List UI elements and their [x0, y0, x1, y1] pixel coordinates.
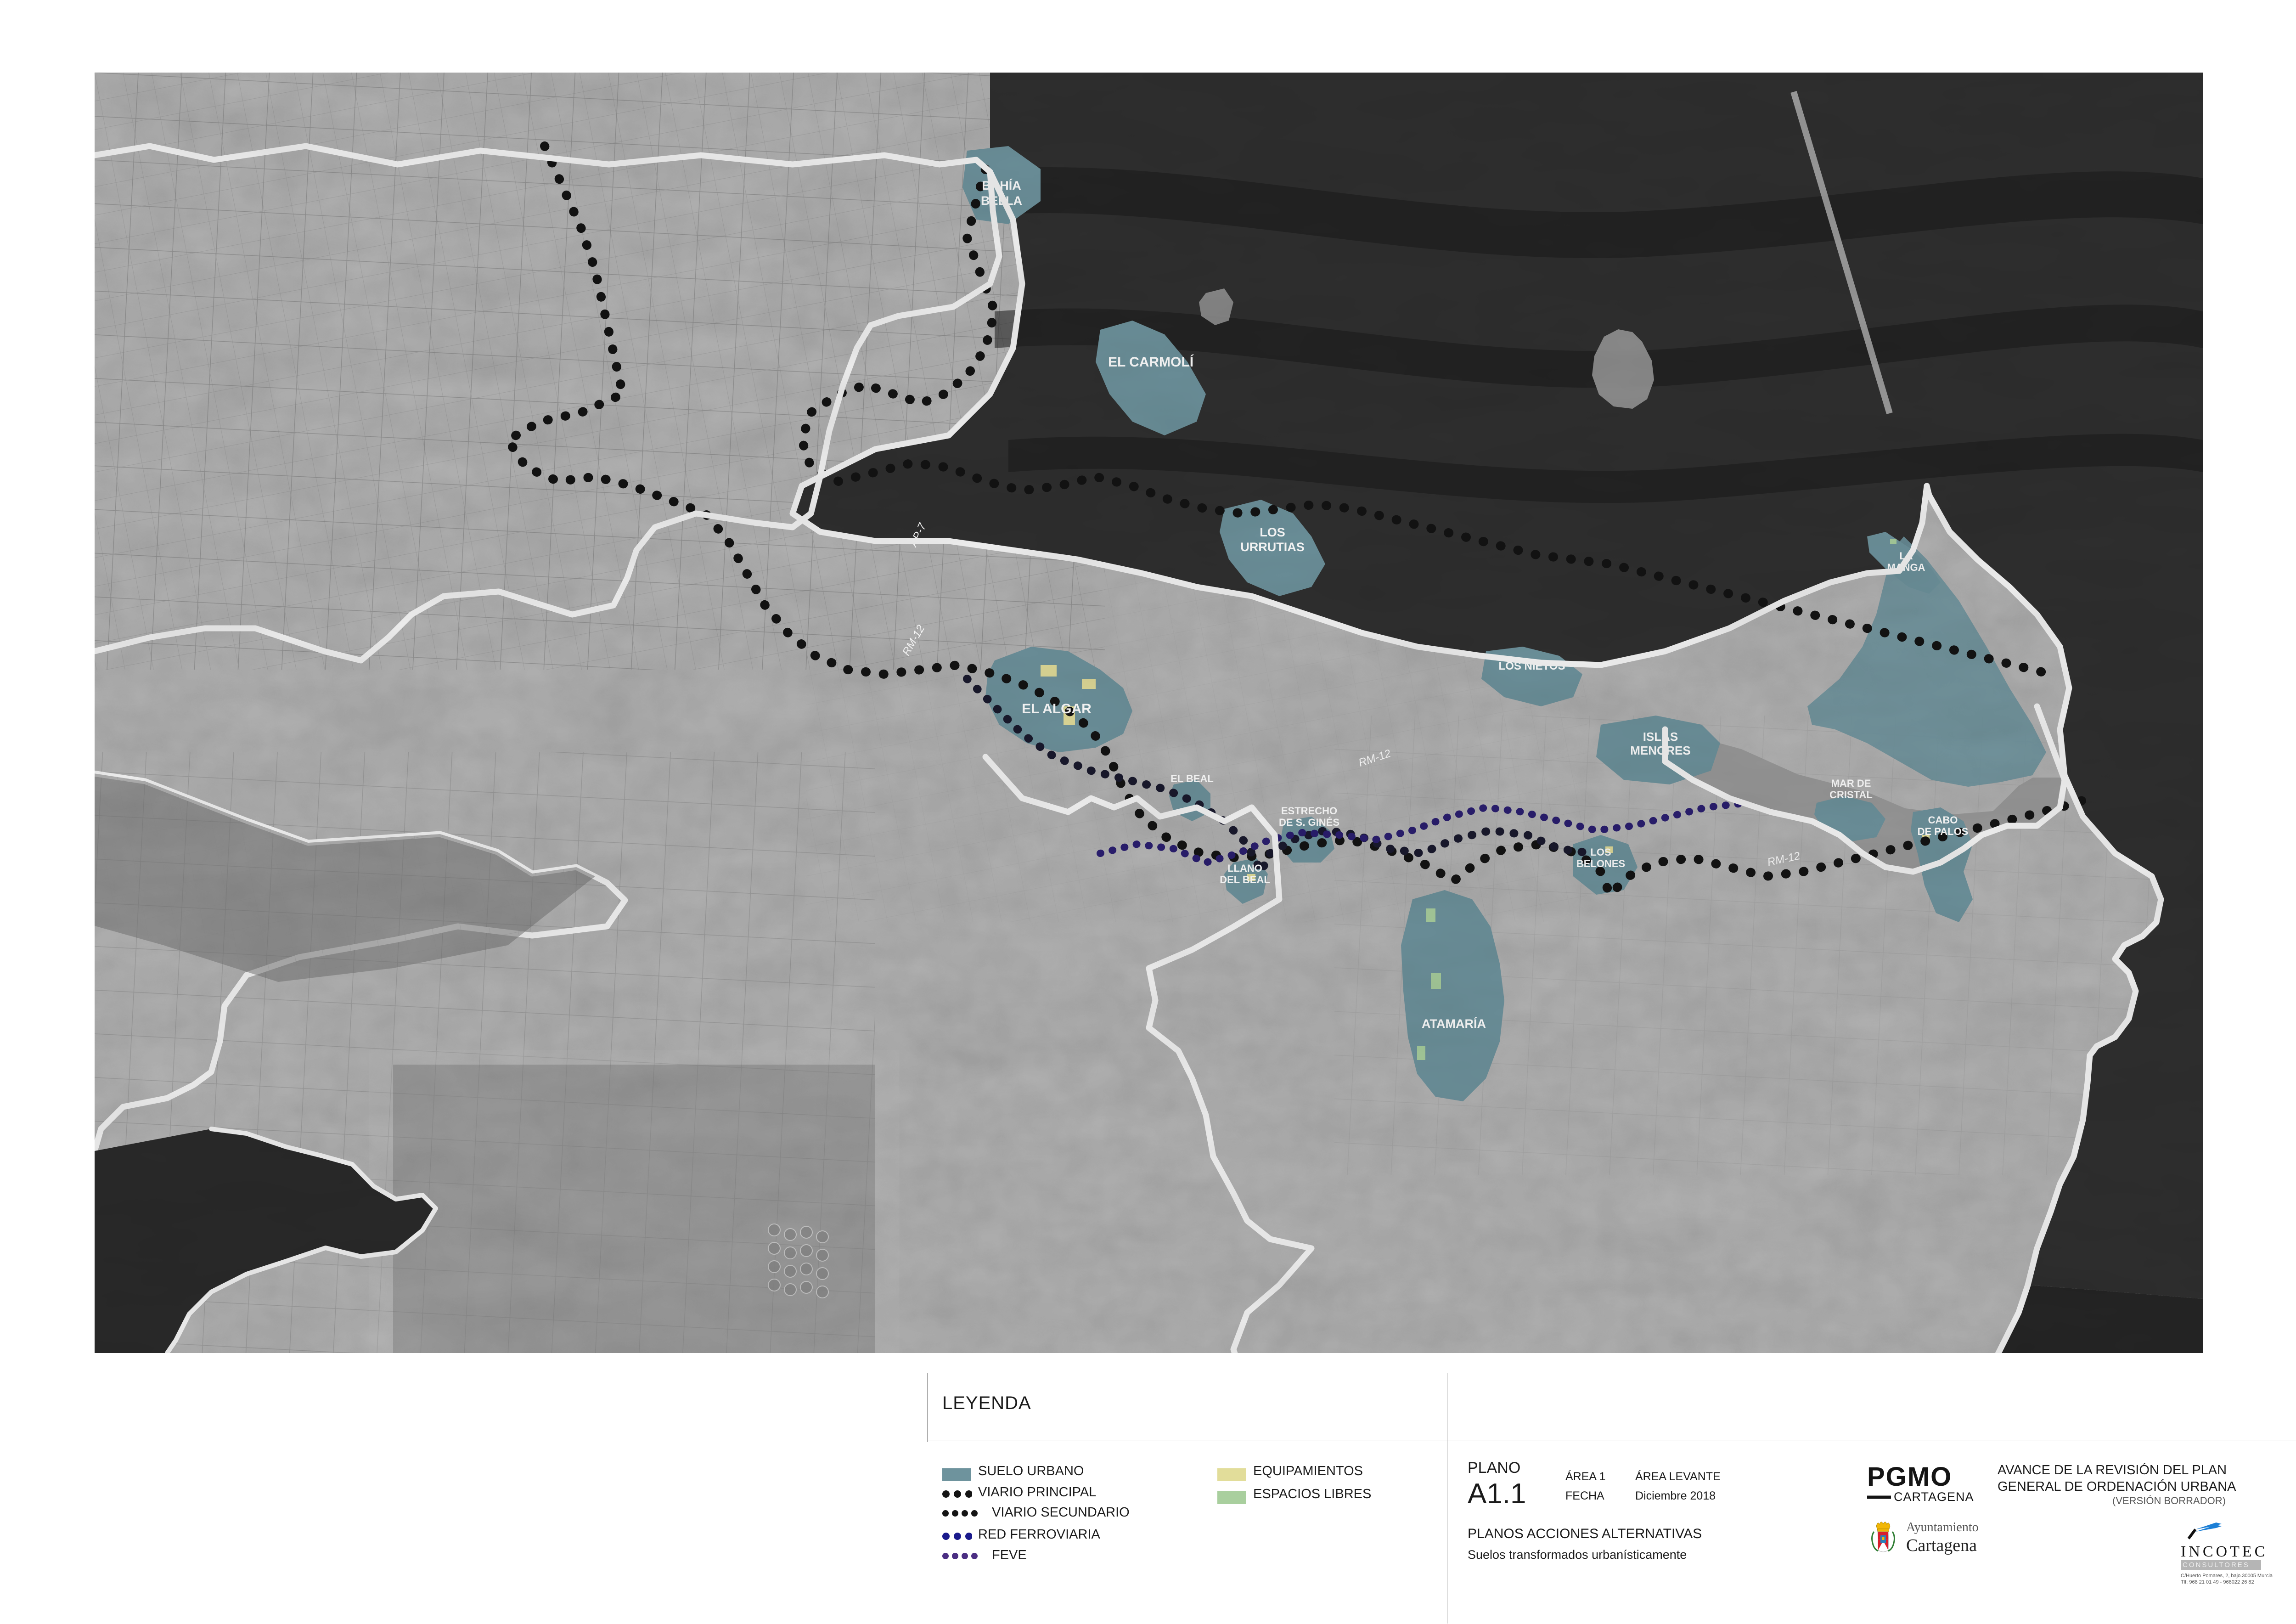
svg-text:CARTAGENA: CARTAGENA [1894, 1490, 1974, 1504]
svg-text:PGMO: PGMO [1867, 1462, 1952, 1492]
